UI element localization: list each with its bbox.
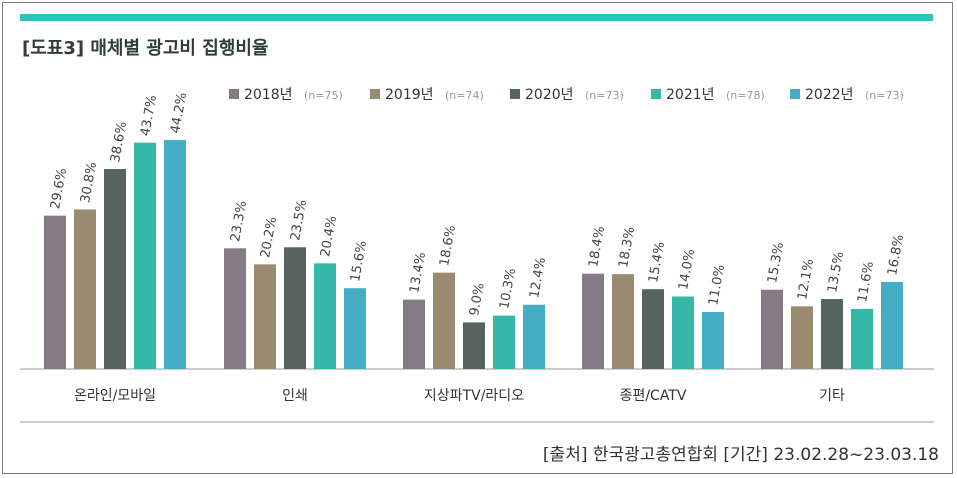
bar-2-1 — [74, 209, 96, 369]
data-label: 9.0% — [467, 282, 488, 317]
bar-2-5 — [791, 306, 813, 369]
legend-n-label: (n=75) — [304, 89, 343, 102]
bar-4-5 — [851, 308, 873, 369]
data-label: 38.6% — [108, 120, 130, 163]
legend-swatch — [229, 89, 239, 99]
bar-4-3 — [493, 315, 515, 369]
legend-label: 2018년 — [244, 87, 293, 103]
bar-2-4 — [612, 274, 634, 369]
bar-5-2 — [344, 288, 366, 369]
data-label: 18.4% — [586, 225, 608, 268]
source-note: [출처] 한국광고총연합회 [기간] 23.02.28~23.03.18 — [542, 445, 939, 465]
legend-n-label: (n=78) — [726, 89, 765, 102]
data-label: 10.3% — [497, 267, 519, 310]
data-label: 43.7% — [138, 94, 160, 137]
data-label: 29.6% — [48, 167, 70, 210]
data-label: 23.5% — [288, 199, 310, 242]
legend-n-label: (n=73) — [865, 89, 904, 102]
data-label: 15.6% — [348, 240, 370, 283]
data-label: 15.4% — [646, 241, 668, 284]
bar-3-3 — [463, 322, 485, 369]
data-label: 20.4% — [318, 215, 340, 258]
data-label: 12.1% — [795, 258, 817, 301]
data-label: 18.3% — [616, 226, 638, 269]
accent-bar — [20, 14, 933, 21]
bar-2-2 — [254, 264, 276, 369]
legend-n-label: (n=74) — [445, 89, 484, 102]
bar-1-1 — [44, 215, 66, 369]
data-label: 16.8% — [885, 233, 907, 276]
bar-3-2 — [284, 247, 306, 369]
data-label: 11.0% — [706, 263, 728, 306]
legend-swatch — [651, 89, 661, 99]
data-label: 44.2% — [168, 91, 190, 134]
data-label: 18.6% — [437, 224, 459, 267]
bar-4-2 — [314, 263, 336, 369]
legend-swatch — [510, 89, 520, 99]
bar-1-4 — [582, 273, 604, 369]
bar-3-1 — [104, 169, 126, 369]
legend-label: 2021년 — [666, 87, 715, 103]
bar-1-3 — [403, 299, 425, 369]
data-label: 15.3% — [765, 241, 787, 284]
legend-label: 2019년 — [385, 87, 434, 103]
category-label: 지상파TV/라디오 — [424, 388, 524, 404]
legend-n-label: (n=73) — [585, 89, 624, 102]
bar-5-1 — [164, 140, 186, 369]
bar-3-5 — [821, 299, 843, 369]
legend-swatch — [790, 89, 800, 99]
category-label: 종편/CATV — [620, 388, 687, 404]
bar-2-3 — [433, 272, 455, 369]
data-label: 12.4% — [527, 256, 549, 299]
category-label: 온라인/모바일 — [74, 388, 156, 404]
legend-swatch — [370, 89, 380, 99]
data-label: 13.5% — [825, 250, 847, 293]
data-label: 13.4% — [407, 251, 429, 294]
bar-5-3 — [523, 304, 545, 369]
category-label: 인쇄 — [282, 388, 308, 404]
legend-label: 2022년 — [805, 87, 854, 103]
data-label: 20.2% — [258, 216, 280, 259]
data-label: 14.0% — [676, 248, 698, 291]
data-label: 11.6% — [855, 260, 877, 303]
bar-5-5 — [881, 281, 903, 369]
bar-1-2 — [224, 248, 246, 369]
bar-3-4 — [642, 289, 664, 369]
chart-title: [도표3] 매체별 광고비 집행비율 — [22, 38, 269, 59]
data-label: 23.3% — [228, 200, 250, 243]
bar-5-4 — [702, 312, 724, 369]
bar-1-5 — [761, 289, 783, 369]
bar-4-4 — [672, 296, 694, 369]
category-label: 기타 — [819, 388, 845, 404]
data-label: 30.8% — [78, 161, 100, 204]
bar-4-1 — [134, 142, 156, 369]
legend-label: 2020년 — [525, 87, 574, 103]
